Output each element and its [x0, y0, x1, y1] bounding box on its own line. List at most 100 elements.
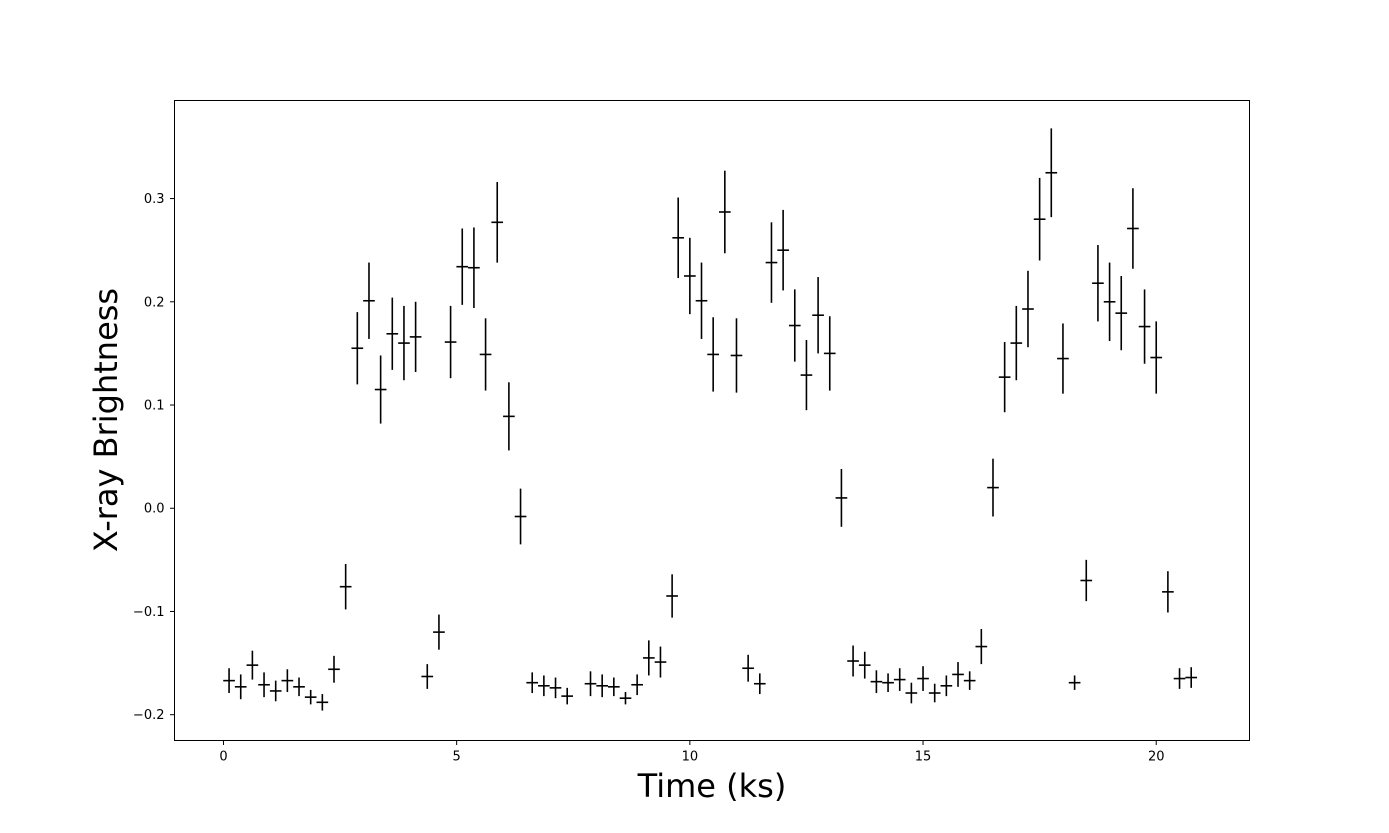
data-point — [1138, 289, 1151, 364]
x-tick-label: 10 — [682, 750, 699, 765]
data-point — [893, 668, 906, 691]
data-point — [882, 673, 894, 692]
data-point — [905, 682, 918, 704]
data-point — [456, 228, 469, 305]
data-point — [672, 197, 685, 279]
y-tick-label: 0.1 — [144, 399, 165, 414]
data-point — [928, 683, 941, 703]
data-point — [328, 655, 340, 683]
y-tick-label: 0.0 — [144, 502, 165, 517]
data-point — [666, 574, 678, 618]
data-point — [561, 687, 574, 705]
data-point — [304, 689, 317, 705]
data-point — [718, 170, 731, 254]
data-point — [269, 680, 282, 702]
data-point — [386, 297, 399, 370]
y-axis-label: X-ray Brightness — [87, 288, 125, 552]
data-point — [374, 355, 387, 424]
x-tick-label: 5 — [453, 750, 461, 765]
x-tick-label: 0 — [219, 750, 227, 765]
data-point — [1127, 188, 1139, 269]
data-point — [1092, 245, 1104, 322]
data-point — [234, 674, 247, 700]
data-point — [987, 458, 999, 517]
data-point — [491, 182, 504, 263]
data-point — [514, 488, 527, 545]
data-point — [1010, 305, 1023, 381]
data-points — [223, 128, 1198, 711]
data-point — [1173, 668, 1186, 689]
data-point — [468, 227, 480, 308]
data-point — [293, 677, 305, 697]
data-point — [363, 262, 375, 339]
plot-frame — [174, 100, 1250, 741]
data-point — [1045, 128, 1058, 218]
data-point — [1185, 667, 1198, 688]
data-point — [695, 262, 708, 339]
data-point — [549, 677, 562, 699]
data-point — [753, 673, 766, 695]
data-point — [339, 563, 352, 610]
data-point — [788, 289, 801, 362]
data-point — [917, 666, 929, 691]
data-point — [1115, 275, 1128, 351]
x-axis: 0 5 10 15 20 — [219, 740, 1165, 765]
data-point — [870, 670, 883, 694]
data-point — [835, 469, 848, 527]
data-point — [1150, 321, 1163, 394]
data-point — [281, 669, 294, 692]
data-point — [398, 305, 410, 381]
data-point — [730, 318, 743, 393]
data-point — [777, 209, 789, 291]
y-tick-label: 0.3 — [144, 192, 165, 207]
data-point — [351, 312, 364, 385]
data-point — [619, 691, 632, 705]
data-point — [858, 651, 871, 679]
data-point — [503, 382, 515, 451]
data-point — [684, 237, 696, 315]
data-point — [765, 222, 778, 303]
data-point — [1162, 571, 1174, 613]
data-point — [823, 316, 836, 391]
x-tick-label: 20 — [1148, 750, 1165, 765]
x-tick-label: 15 — [915, 750, 932, 765]
y-tick-label: −0.2 — [133, 708, 165, 723]
data-point — [940, 675, 953, 697]
data-point — [316, 694, 329, 711]
x-axis-label: Time (ks) — [637, 767, 787, 805]
data-point — [1057, 323, 1069, 394]
data-point — [631, 674, 643, 696]
data-point — [584, 671, 597, 697]
data-point — [952, 662, 964, 687]
data-point — [707, 317, 719, 392]
data-point — [654, 646, 667, 678]
data-point — [1080, 559, 1093, 602]
data-point — [433, 614, 445, 650]
data-point — [1068, 675, 1081, 690]
data-point — [642, 640, 655, 676]
y-axis: −0.2 −0.1 0.0 0.1 0.2 0.3 — [133, 192, 175, 723]
data-point — [1022, 270, 1034, 348]
data-point — [812, 277, 824, 354]
data-point — [258, 672, 270, 698]
data-point — [444, 305, 457, 379]
data-point — [742, 654, 754, 682]
data-point — [800, 339, 813, 411]
data-point — [1033, 177, 1046, 261]
data-point — [479, 318, 492, 391]
data-point — [1103, 262, 1116, 342]
data-point — [975, 629, 988, 665]
y-tick-label: 0.2 — [144, 295, 165, 310]
data-point — [538, 675, 550, 697]
data-point — [847, 645, 859, 677]
data-point — [409, 301, 422, 372]
data-point — [607, 677, 620, 697]
data-point — [998, 342, 1011, 413]
data-point — [526, 672, 539, 694]
data-point — [963, 671, 976, 690]
data-point — [421, 664, 434, 689]
data-point — [223, 668, 235, 694]
data-point — [596, 674, 608, 698]
data-point — [246, 650, 259, 680]
